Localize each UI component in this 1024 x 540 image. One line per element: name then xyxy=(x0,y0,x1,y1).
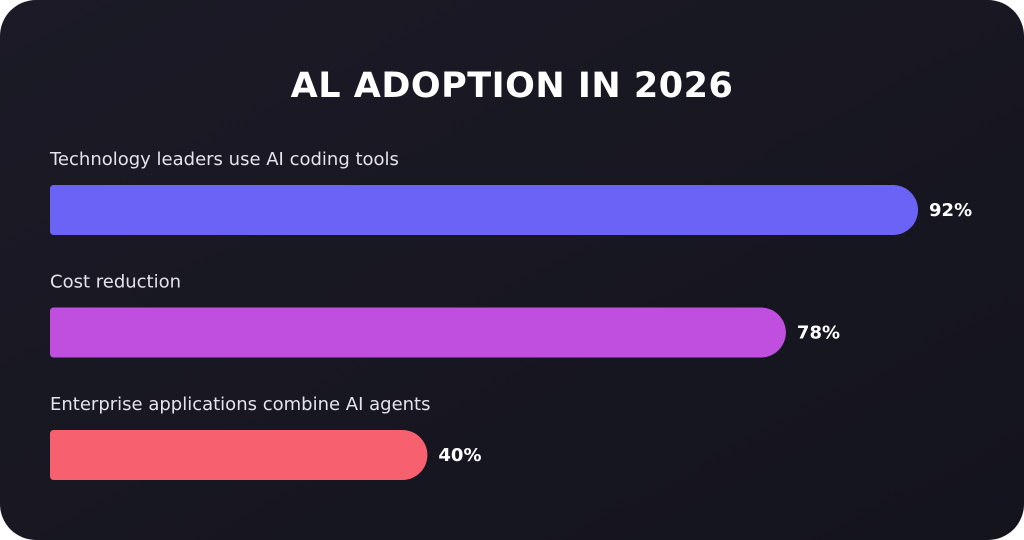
category-label: Enterprise applications combine AI agent… xyxy=(50,394,431,415)
bar xyxy=(50,307,786,358)
chart-title: AL ADOPTION IN 2026 xyxy=(291,66,734,106)
bar xyxy=(50,430,428,480)
value-label: 78% xyxy=(797,323,840,344)
value-label: 92% xyxy=(929,200,972,221)
value-label: 40% xyxy=(438,445,481,466)
category-label: Cost reduction xyxy=(50,272,181,293)
bar xyxy=(50,185,919,235)
category-label: Technology leaders use AI coding tools xyxy=(49,149,399,170)
